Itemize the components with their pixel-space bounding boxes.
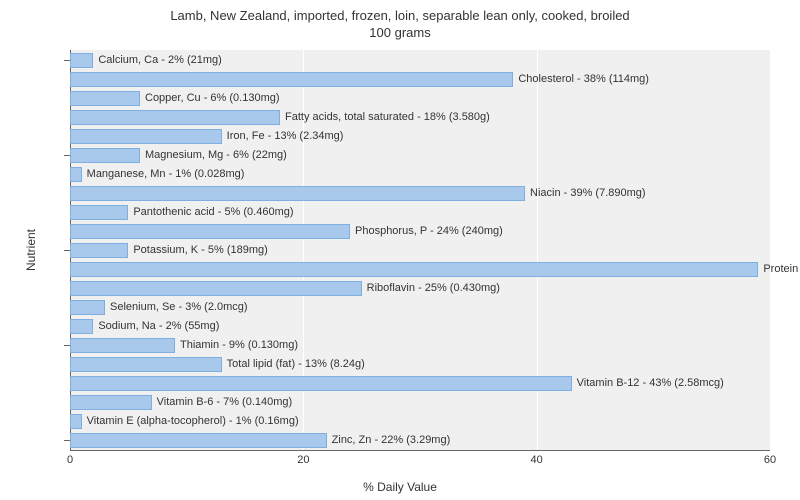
y-tick [64, 345, 70, 346]
bar-label: Magnesium, Mg - 6% (22mg) [145, 149, 287, 161]
bar-label: Potassium, K - 5% (189mg) [133, 244, 268, 256]
bar-row: Fatty acids, total saturated - 18% (3.58… [70, 110, 770, 125]
bar [70, 319, 93, 334]
bar [70, 110, 280, 125]
bar-row: Vitamin B-6 - 7% (0.140mg) [70, 395, 770, 410]
bar-label: Total lipid (fat) - 13% (8.24g) [227, 358, 365, 370]
bar-row: Selenium, Se - 3% (2.0mcg) [70, 300, 770, 315]
bar [70, 167, 82, 182]
bar-label: Vitamin B-6 - 7% (0.140mg) [157, 396, 293, 408]
bar [70, 205, 128, 220]
bar-label: Manganese, Mn - 1% (0.028mg) [87, 168, 245, 180]
bar [70, 148, 140, 163]
bar-row: Iron, Fe - 13% (2.34mg) [70, 129, 770, 144]
bar-row: Thiamin - 9% (0.130mg) [70, 338, 770, 353]
bar-label: Copper, Cu - 6% (0.130mg) [145, 92, 280, 104]
title-line-2: 100 grams [369, 25, 430, 40]
bar [70, 338, 175, 353]
chart-title: Lamb, New Zealand, imported, frozen, loi… [0, 0, 800, 42]
bar [70, 224, 350, 239]
bar [70, 129, 222, 144]
bar [70, 91, 140, 106]
x-tick-label: 40 [531, 454, 543, 466]
bar [70, 243, 128, 258]
plot-area: 0204060Calcium, Ca - 2% (21mg)Cholestero… [70, 50, 770, 450]
x-tick-label: 20 [297, 454, 309, 466]
bar-row: Niacin - 39% (7.890mg) [70, 186, 770, 201]
bar-label: Protein - 59% (29.31g) [763, 263, 800, 275]
bar-row: Calcium, Ca - 2% (21mg) [70, 53, 770, 68]
bar [70, 357, 222, 372]
y-tick [64, 60, 70, 61]
bar-row: Vitamin E (alpha-tocopherol) - 1% (0.16m… [70, 414, 770, 429]
bar-label: Vitamin B-12 - 43% (2.58mcg) [577, 377, 724, 389]
y-tick [64, 155, 70, 156]
bar-row: Zinc, Zn - 22% (3.29mg) [70, 433, 770, 448]
bar-label: Iron, Fe - 13% (2.34mg) [227, 130, 344, 142]
bar-label: Riboflavin - 25% (0.430mg) [367, 282, 500, 294]
bar-label: Phosphorus, P - 24% (240mg) [355, 225, 503, 237]
bar-row: Vitamin B-12 - 43% (2.58mcg) [70, 376, 770, 391]
bar-row: Riboflavin - 25% (0.430mg) [70, 281, 770, 296]
y-tick [64, 440, 70, 441]
bar-label: Fatty acids, total saturated - 18% (3.58… [285, 111, 490, 123]
bar-label: Pantothenic acid - 5% (0.460mg) [133, 206, 293, 218]
bar-row: Manganese, Mn - 1% (0.028mg) [70, 167, 770, 182]
y-axis-label: Nutrient [24, 229, 38, 271]
bar [70, 72, 513, 87]
bar [70, 395, 152, 410]
bar-label: Thiamin - 9% (0.130mg) [180, 339, 298, 351]
gridline [770, 50, 771, 450]
x-tick-label: 60 [764, 454, 776, 466]
bar-row: Sodium, Na - 2% (55mg) [70, 319, 770, 334]
bar-label: Calcium, Ca - 2% (21mg) [98, 54, 221, 66]
bar [70, 53, 93, 68]
bar [70, 433, 327, 448]
bar-row: Copper, Cu - 6% (0.130mg) [70, 91, 770, 106]
bar-row: Total lipid (fat) - 13% (8.24g) [70, 357, 770, 372]
bar-row: Cholesterol - 38% (114mg) [70, 72, 770, 87]
bar-label: Cholesterol - 38% (114mg) [518, 73, 649, 85]
bar-label: Sodium, Na - 2% (55mg) [98, 320, 219, 332]
bar [70, 262, 758, 277]
y-tick [64, 250, 70, 251]
x-axis-label: % Daily Value [363, 480, 437, 494]
bar [70, 414, 82, 429]
bar [70, 186, 525, 201]
title-line-1: Lamb, New Zealand, imported, frozen, loi… [170, 8, 629, 23]
bar [70, 376, 572, 391]
bar-label: Niacin - 39% (7.890mg) [530, 187, 646, 199]
chart-container: Lamb, New Zealand, imported, frozen, loi… [0, 0, 800, 500]
bar-row: Phosphorus, P - 24% (240mg) [70, 224, 770, 239]
bar [70, 281, 362, 296]
bar-label: Vitamin E (alpha-tocopherol) - 1% (0.16m… [87, 415, 299, 427]
bar-row: Magnesium, Mg - 6% (22mg) [70, 148, 770, 163]
bar-row: Protein - 59% (29.31g) [70, 262, 770, 277]
bar-label: Zinc, Zn - 22% (3.29mg) [332, 434, 451, 446]
bar-label: Selenium, Se - 3% (2.0mcg) [110, 301, 248, 313]
x-axis-line [70, 450, 770, 451]
x-tick-label: 0 [67, 454, 73, 466]
bar-row: Potassium, K - 5% (189mg) [70, 243, 770, 258]
bar-row: Pantothenic acid - 5% (0.460mg) [70, 205, 770, 220]
bar [70, 300, 105, 315]
